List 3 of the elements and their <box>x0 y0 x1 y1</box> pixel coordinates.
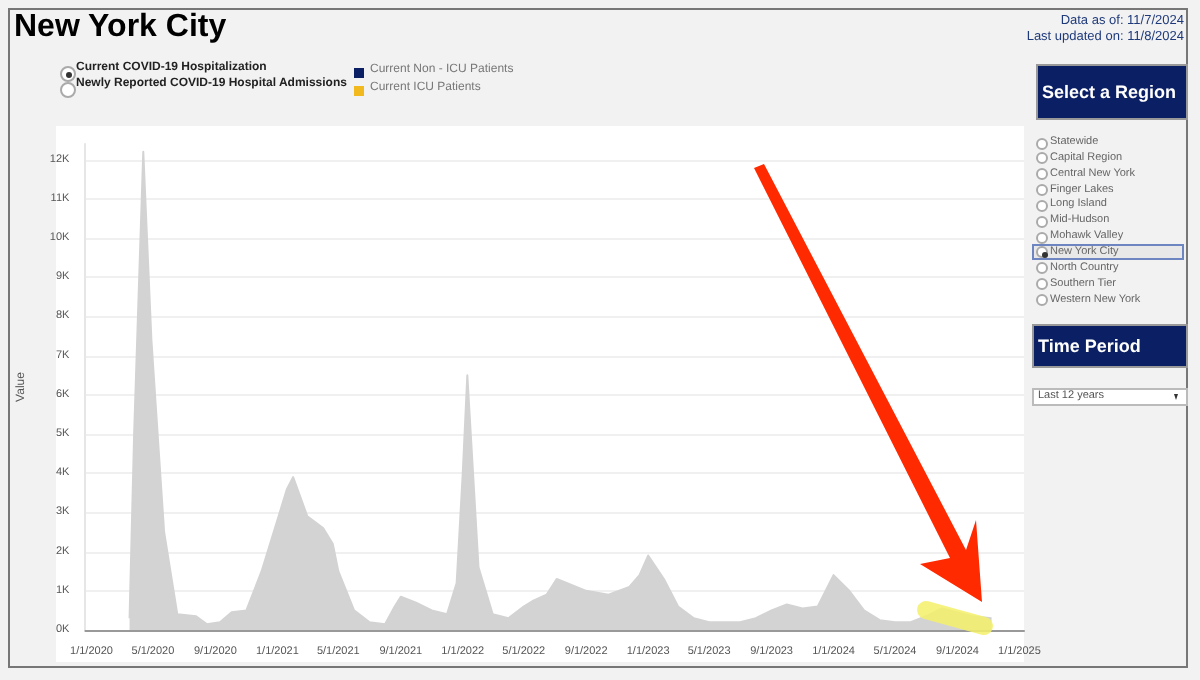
text: Time Period <box>1032 324 1188 368</box>
chart-title: New York City <box>14 10 227 46</box>
text: Select a Region <box>1036 64 1188 120</box>
